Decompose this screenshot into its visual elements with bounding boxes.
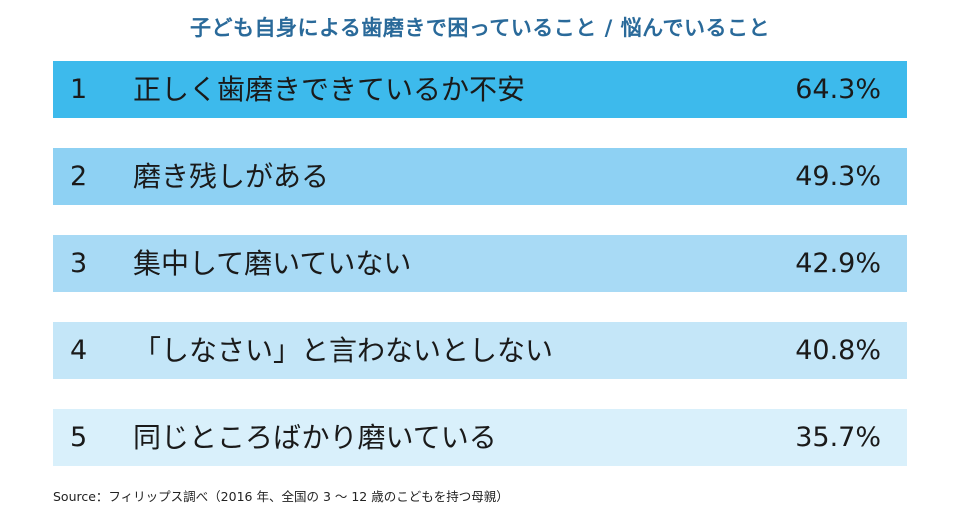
source-note: Source：フィリップス調べ（2016 年、全国の 3 ～ 12 歳のこどもを… — [53, 489, 509, 504]
value-label: 64.3% — [795, 74, 881, 105]
category-label: 集中して磨いていない — [133, 247, 412, 280]
value-label: 40.8% — [795, 335, 881, 366]
rank-number: 4 — [70, 335, 88, 366]
value-label: 42.9% — [795, 248, 881, 279]
ranking-row: 4 「しなさい」と言わないとしない 40.8% — [53, 322, 907, 379]
rank-number: 1 — [70, 74, 88, 105]
ranking-row: 2 磨き残しがある 49.3% — [53, 148, 907, 205]
rank-number: 2 — [70, 161, 88, 192]
chart-title: 子ども自身による歯磨きで困っていること / 悩んでいること — [189, 16, 771, 40]
value-label: 49.3% — [795, 161, 881, 192]
ranking-row: 3 集中して磨いていない 42.9% — [53, 235, 907, 292]
rank-number: 3 — [70, 248, 88, 279]
rank-number: 5 — [70, 422, 88, 453]
category-label: 「しなさい」と言わないとしない — [133, 334, 554, 367]
ranking-row: 5 同じところばかり磨いている 35.7% — [53, 409, 907, 466]
category-label: 正しく歯磨きできているか不安 — [133, 73, 526, 106]
ranking-list: 1 正しく歯磨きできているか不安 64.3% 2 磨き残しがある 49.3% 3 集中して磨い… — [53, 61, 907, 496]
category-label: 磨き残しがある — [133, 160, 330, 193]
value-label: 35.7% — [795, 422, 881, 453]
category-label: 同じところばかり磨いている — [133, 421, 497, 454]
ranking-row: 1 正しく歯磨きできているか不安 64.3% — [53, 61, 907, 118]
